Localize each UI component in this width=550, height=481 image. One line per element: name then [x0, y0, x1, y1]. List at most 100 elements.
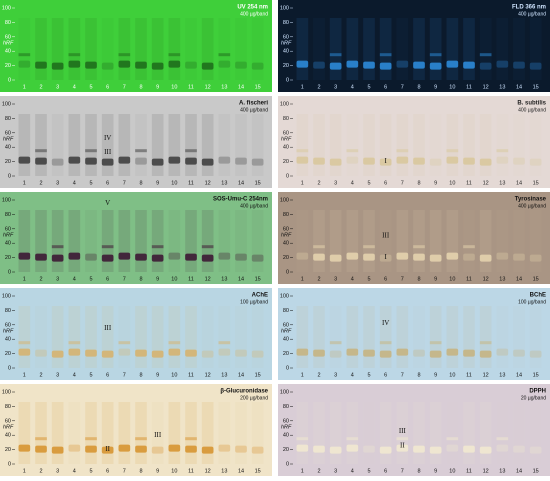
band: [168, 60, 181, 68]
lane-label: 5: [367, 84, 370, 90]
lane-track: [429, 306, 442, 368]
axis-label: hRF: [281, 136, 292, 142]
panel-title: β-Glucuronidase: [220, 389, 268, 395]
lane-label: 11: [188, 84, 194, 90]
band: [85, 349, 97, 357]
lane-label: 5: [367, 372, 370, 378]
panel-title: Tyrosinase: [515, 197, 547, 203]
band: [496, 348, 509, 356]
band: [496, 149, 509, 153]
lane-label: 3: [334, 276, 337, 282]
lane-label: 3: [56, 276, 59, 282]
lane-label: 2: [39, 276, 42, 282]
tick-label: 60: [283, 418, 289, 424]
band: [251, 62, 264, 70]
lane-track: [446, 210, 459, 272]
band: [479, 446, 492, 454]
lane-track: [379, 402, 392, 464]
lane-track: [201, 306, 214, 368]
band: [429, 254, 442, 262]
tick-label: 100: [2, 293, 11, 299]
tick-label: 80: [5, 212, 11, 218]
lane-label: 1: [301, 468, 304, 474]
lane-track: [313, 114, 325, 176]
lane-label: 1: [301, 84, 304, 90]
lane-label: 8: [417, 84, 420, 90]
lane-label: 6: [384, 372, 387, 378]
band: [296, 348, 309, 356]
band: [313, 253, 325, 261]
tick-label: 0: [8, 269, 11, 275]
lane-label: 6: [384, 84, 387, 90]
tick-label: 100: [2, 101, 11, 107]
axis-label: hRF: [3, 136, 14, 142]
band: [68, 252, 81, 260]
lane-label: 12: [483, 180, 489, 186]
tick-label: 20: [283, 63, 289, 69]
lane-label: 15: [533, 372, 539, 378]
band: [296, 437, 309, 441]
tick-label: 40: [283, 337, 289, 343]
lane-track: [463, 402, 475, 464]
lane-label: 8: [417, 180, 420, 186]
band: [35, 157, 47, 165]
lane-label: 10: [449, 468, 455, 474]
lane-track: [101, 306, 114, 368]
tick-label: 60: [5, 226, 11, 232]
band: [18, 53, 31, 57]
band: [51, 62, 64, 70]
band: [235, 253, 247, 261]
lane-label: 9: [434, 372, 437, 378]
lane-label: 15: [533, 276, 539, 282]
lane-track: [329, 402, 342, 464]
lane-label: 11: [188, 180, 194, 186]
lane-track: [296, 210, 309, 272]
band: [135, 149, 147, 153]
band: [329, 254, 342, 262]
panel-subtitle: 400 µg/band: [240, 11, 268, 17]
lane-track: [251, 402, 264, 464]
band: [396, 444, 409, 452]
annotation: IV: [382, 319, 389, 327]
lane-label: 14: [516, 84, 522, 90]
lane-label: 6: [106, 468, 109, 474]
lane-track: [513, 114, 525, 176]
lane-label: 12: [205, 372, 211, 378]
lane-label: 11: [188, 372, 194, 378]
band: [168, 53, 181, 57]
lane-track: [135, 306, 147, 368]
lane-label: 2: [39, 84, 42, 90]
lane-label: 12: [483, 468, 489, 474]
lane-track: [235, 18, 247, 80]
tick-label: 60: [5, 418, 11, 424]
tick-label: 100: [2, 5, 11, 11]
lane-track: [68, 306, 81, 368]
lane-label: 2: [39, 372, 42, 378]
band: [135, 437, 147, 441]
annotation: III: [104, 324, 112, 332]
band: [185, 445, 197, 453]
lane-label: 14: [516, 372, 522, 378]
lane-label: 14: [238, 372, 244, 378]
band: [446, 252, 459, 260]
band: [218, 444, 231, 452]
lane-track: [101, 210, 114, 272]
lane-track: [151, 306, 164, 368]
lane-label: 14: [238, 84, 244, 90]
lane-label: 8: [417, 276, 420, 282]
tick-label: 40: [283, 145, 289, 151]
lane-track: [363, 402, 375, 464]
band: [218, 348, 231, 356]
band: [363, 445, 375, 453]
lane-label: 7: [401, 180, 404, 186]
tick-label: 40: [5, 145, 11, 151]
lane-track: [35, 18, 47, 80]
band: [68, 60, 81, 68]
lane-track: [446, 306, 459, 368]
lane-label: 13: [499, 468, 505, 474]
lane-track: [235, 114, 247, 176]
plate: [278, 0, 550, 92]
band: [85, 157, 97, 165]
lane-track: [51, 18, 64, 80]
